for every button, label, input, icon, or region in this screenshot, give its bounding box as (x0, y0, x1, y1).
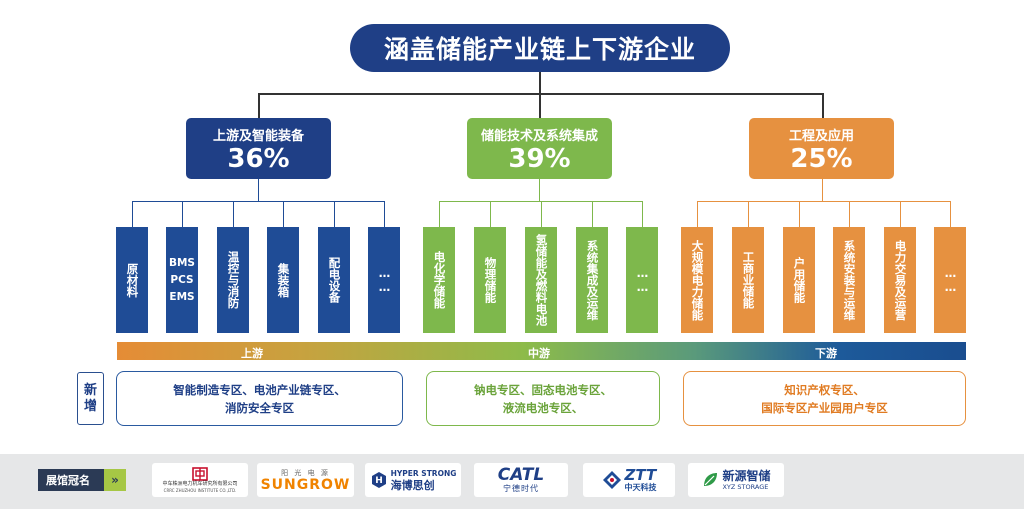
category-percent: 39% (508, 144, 571, 174)
connector-line (900, 201, 901, 227)
connector-line (539, 72, 541, 94)
zone-line: 智能制造专区、电池产业链专区、 (173, 382, 346, 397)
midstream-item: 系统集成及运维 (576, 227, 608, 333)
category-percent: 36% (227, 144, 290, 174)
connector-line (384, 201, 385, 227)
connector-line (849, 201, 850, 227)
connector-line (799, 201, 800, 227)
connector-line (132, 201, 133, 227)
zone-box-downstream: 知识产权专区、 国际专区产业园用户专区 (683, 371, 966, 426)
midstream-item: 物理储能 (474, 227, 506, 333)
connector-line (182, 201, 183, 227)
bar-label-downstream: 下游 (815, 347, 837, 360)
logo-sungrow: 阳 光 电 源 SUNGROW (257, 463, 354, 497)
logo-crrc: 中车株洲电力机车研究所有限公司 CRRC ZHUZHOU INSTITUTE C… (152, 463, 248, 497)
ztt-emblem-icon (602, 471, 621, 489)
connector-line (950, 201, 951, 227)
connector-line (258, 93, 824, 95)
upstream-item: 配电设备 (318, 227, 350, 333)
connector-line (439, 201, 440, 227)
category-midstream: 储能技术及系统集成 39% (467, 118, 612, 179)
zone-box-upstream: 智能制造专区、电池产业链专区、 消防安全专区 (116, 371, 403, 426)
zone-line: 钠电专区、固态电池专区、 (474, 382, 612, 397)
midstream-item: …… (626, 227, 658, 333)
crrc-emblem-icon (192, 466, 208, 481)
upstream-item: 温控与消防 (217, 227, 249, 333)
logo-hyperstrong: H HYPER STRONG 海博思创 (365, 463, 461, 497)
upstream-item: 集装箱 (267, 227, 299, 333)
hyperstrong-emblem-icon: H (371, 472, 386, 488)
leaf-icon (704, 473, 718, 486)
logo-ztt: ZTT 中天科技 (583, 463, 675, 497)
connector-line (642, 201, 643, 227)
connector-line (697, 201, 698, 227)
connector-line (822, 179, 823, 201)
category-percent: 25% (790, 144, 853, 174)
zone-line: 液流电池专区、 (502, 400, 584, 415)
upstream-item: …… (368, 227, 400, 333)
connector-line (539, 93, 541, 118)
category-upstream: 上游及智能装备 36% (186, 118, 331, 179)
new-tag: 新增 (77, 372, 104, 425)
category-label: 上游及智能装备 (212, 129, 304, 144)
zone-line: 消防安全专区 (225, 400, 294, 415)
page-title: 涵盖储能产业链上下游企业 (350, 24, 730, 72)
downstream-item: 工商业储能 (732, 227, 764, 333)
upstream-item: 原材料 (116, 227, 148, 333)
connector-line (697, 201, 951, 202)
bar-label-midstream: 中游 (528, 347, 550, 360)
zone-line: 知识产权专区、 (784, 382, 865, 397)
category-label: 工程及应用 (788, 129, 854, 144)
connector-line (233, 201, 234, 227)
downstream-item: 户用储能 (783, 227, 815, 333)
connector-line (541, 201, 542, 227)
connector-line (748, 201, 749, 227)
connector-line (132, 201, 385, 202)
connector-line (592, 201, 593, 227)
sponsor-tag: 展馆冠名 » (38, 469, 126, 491)
logo-xyz-storage: 新源智储 XYZ STORAGE (688, 463, 784, 497)
midstream-item: 氢储能及燃料电池 (525, 227, 557, 333)
midstream-item: 电化学储能 (423, 227, 455, 333)
upstream-item: BMS PCS EMS (166, 227, 198, 333)
downstream-item: …… (934, 227, 966, 333)
connector-line (283, 201, 284, 227)
connector-line (258, 93, 260, 118)
downstream-item: 系统安装与运维 (833, 227, 865, 333)
category-label: 储能技术及系统集成 (480, 129, 598, 144)
logo-catl: CATL 宁德时代 (474, 463, 568, 497)
downstream-item: 电力交易及运营 (884, 227, 916, 333)
connector-line (539, 179, 540, 201)
zone-line: 国际专区产业园用户专区 (761, 400, 888, 415)
zone-box-midstream: 钠电专区、固态电池专区、 液流电池专区、 (426, 371, 660, 426)
connector-line (334, 201, 335, 227)
connector-line (490, 201, 491, 227)
svg-text:H: H (375, 476, 383, 486)
industry-chain-bar (117, 342, 966, 360)
connector-line (822, 93, 824, 118)
category-downstream: 工程及应用 25% (749, 118, 894, 179)
bar-label-upstream: 上游 (241, 347, 263, 360)
connector-line (258, 179, 259, 201)
downstream-item: 大规模电力储能 (681, 227, 713, 333)
double-chevron-icon: » (104, 469, 126, 491)
